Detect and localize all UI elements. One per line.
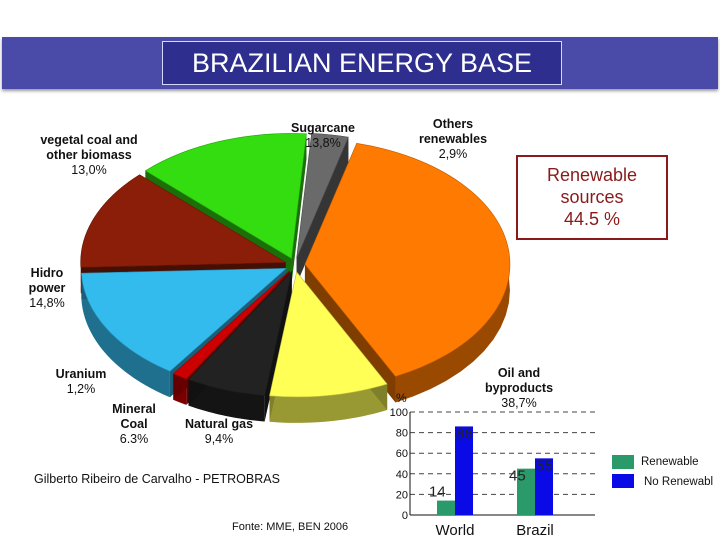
- pie-label-uranium: Uranium 1,2%: [50, 367, 112, 397]
- pie-slice-mineral-coal: [187, 270, 293, 422]
- callout-line: Renewable: [546, 165, 638, 185]
- pie-label-name: Sugarcane: [291, 121, 355, 135]
- bar-world-renewable: [437, 500, 455, 515]
- pie-slice-side: [269, 384, 388, 423]
- pie-label-value: 6.3%: [119, 432, 149, 446]
- pie-label-hydro: Hidro power 14,8%: [22, 266, 72, 311]
- legend-label-renewable: Renewable: [641, 456, 699, 468]
- pie-label-mineral-coal: Mineral Coal 6.3%: [104, 402, 164, 447]
- title-bar: BRAZILIAN ENERGY BASE: [2, 37, 718, 89]
- pie-label-others: Others renewables 2,9%: [412, 117, 494, 162]
- pie-label-name: Others renewables: [418, 117, 488, 146]
- pie-slice-edge: [264, 271, 292, 422]
- pie-label-sugarcane: Sugarcane 13,8%: [282, 121, 364, 151]
- bar-value-label: 55: [536, 457, 553, 474]
- pie-slice-edge: [296, 137, 349, 285]
- pie-slice-side: [188, 379, 265, 422]
- pie-slice-natural-gas: [269, 271, 388, 423]
- pie-slice-top: [144, 133, 307, 259]
- pie-label-value: 13,0%: [71, 163, 107, 177]
- y-tick-label: 20: [396, 489, 408, 501]
- bar-brazil-non-renewable: [535, 458, 553, 515]
- y-axis-label: %: [396, 391, 407, 405]
- pie-label-name: Uranium: [55, 367, 107, 381]
- bar-world-non-renewable: [455, 426, 473, 515]
- pie-label-name: Hidro power: [28, 266, 66, 295]
- pie-chart: [80, 133, 511, 423]
- pie-label-value: 1,2%: [66, 382, 96, 396]
- pie-label-name: Mineral Coal: [112, 402, 156, 431]
- author-credit: Gilberto Ribeiro de Carvalho - PETROBRAS: [34, 472, 280, 486]
- callout-line: sources: [560, 187, 624, 207]
- pie-label-value: 2,9%: [438, 147, 468, 161]
- y-tick-label: 40: [396, 469, 408, 481]
- legend-label-non-renewable: No Renewabl: [644, 476, 714, 488]
- pie-slice-top: [187, 270, 293, 396]
- pie-slice-top: [172, 270, 290, 380]
- pie-slice-top: [80, 174, 287, 268]
- pie-label-value: 14,8%: [29, 296, 65, 310]
- x-tick-label: World: [436, 522, 475, 539]
- pie-slice-top: [304, 143, 511, 377]
- pie-slice-top: [296, 133, 349, 259]
- pie-slice-side: [81, 273, 170, 398]
- source-note: Fonte: MME, BEN 2006: [232, 521, 349, 533]
- legend-swatch-non-renewable: [612, 474, 634, 488]
- pie-slice-top: [81, 268, 288, 372]
- pie-label-name: vegetal coal and other biomass: [40, 133, 138, 162]
- legend-swatch-renewable: [612, 455, 634, 469]
- y-tick-label: 60: [396, 448, 408, 460]
- callout-line: 44.5 %: [563, 209, 621, 229]
- pie-label-name: Natural gas: [184, 417, 254, 431]
- page-title: BRAZILIAN ENERGY BASE: [162, 41, 562, 85]
- pie-label-value: 38,7%: [501, 396, 537, 410]
- pie-slice-oil-and-byproducts: [304, 143, 511, 403]
- bar-value-label: 14: [429, 484, 446, 501]
- bar-value-label: 86: [456, 425, 473, 442]
- x-tick-label: Brazil: [516, 522, 554, 539]
- pie-label-biomass: vegetal coal and other biomass 13,0%: [28, 133, 150, 178]
- y-tick-label: 0: [402, 510, 408, 522]
- y-tick-label: 80: [396, 428, 408, 440]
- pie-slice-edge: [291, 133, 307, 285]
- bar-chart: 0 20 40 60 80 100% 14 86 World 45 55 Brazil: [390, 391, 595, 539]
- pie-label-name: Oil and byproducts: [484, 366, 554, 395]
- y-tick-label: 100: [390, 407, 408, 419]
- pie-label-oil: Oil and byproducts 38,7%: [478, 366, 560, 411]
- renewable-callout: Renewable sources 44.5 %: [516, 155, 668, 240]
- bar-value-label: 45: [509, 468, 526, 485]
- bar-brazil-renewable: [517, 468, 535, 515]
- pie-slice-others-renewables: [296, 133, 349, 285]
- pie-slice-top: [269, 271, 388, 398]
- pie-label-value: 13,8%: [305, 136, 341, 150]
- pie-label-natural-gas: Natural gas 9,4%: [176, 417, 262, 447]
- pie-label-value: 9,4%: [204, 432, 234, 446]
